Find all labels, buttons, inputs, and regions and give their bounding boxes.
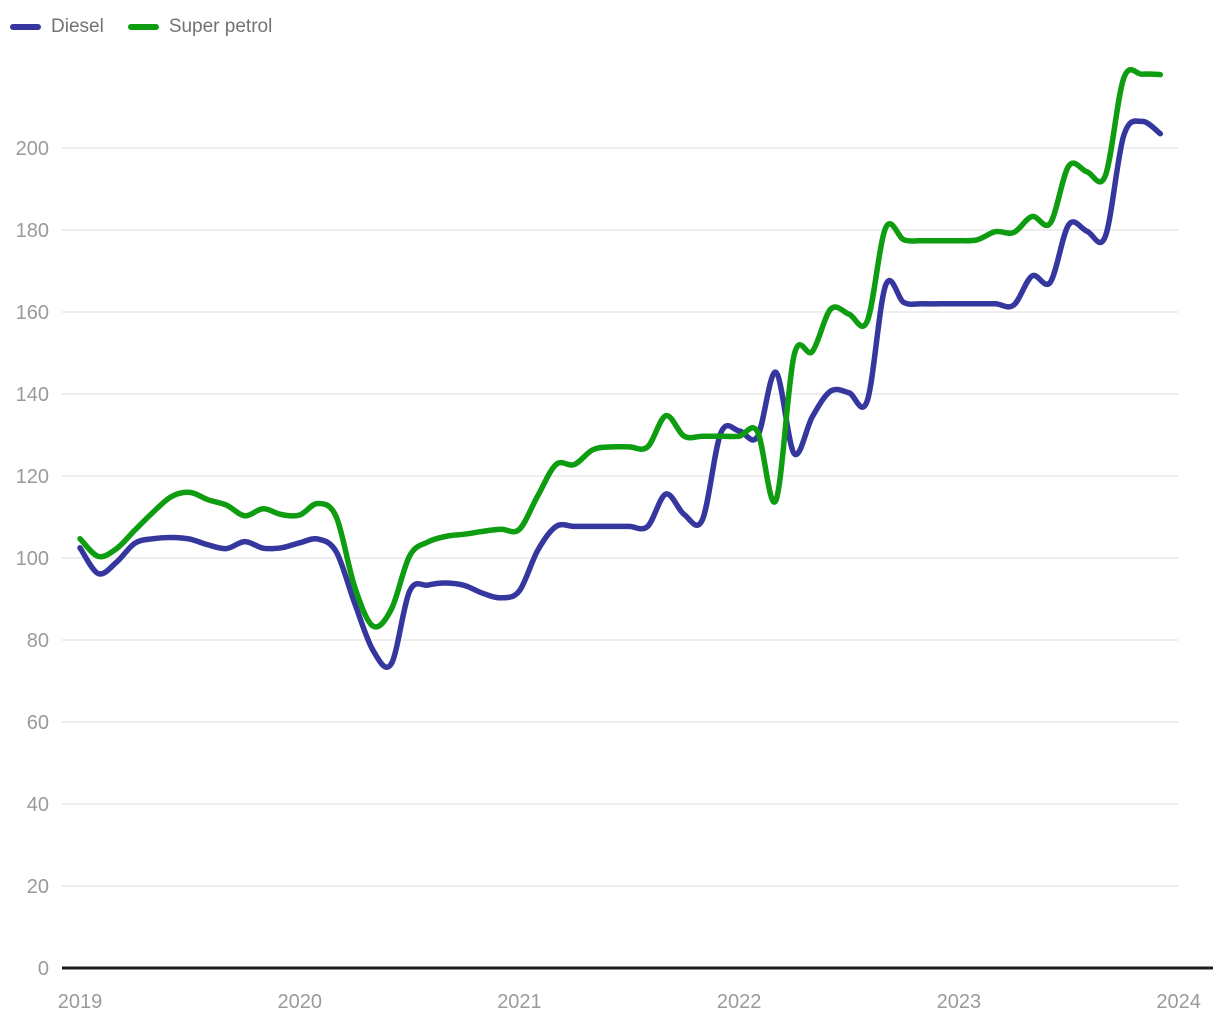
diesel-line [77, 118, 1164, 670]
x-tick-label-2020: 2020 [277, 991, 322, 1013]
x-tick-label-2024: 2024 [1156, 991, 1201, 1013]
y-tick-label-80: 80 [27, 630, 49, 652]
y-tick-label-120: 120 [16, 466, 49, 488]
legend: Diesel Super petrol [10, 17, 272, 36]
super-petrol-line [77, 67, 1164, 630]
y-tick-label-180: 180 [16, 220, 49, 242]
super-petrol-swatch [127, 23, 159, 30]
legend-label-super-petrol: Super petrol [168, 16, 273, 37]
y-tick-label-160: 160 [16, 302, 49, 324]
y-tick-label-60: 60 [27, 712, 49, 734]
x-tick-label-2021: 2021 [497, 991, 542, 1013]
y-tick-label-140: 140 [16, 384, 49, 406]
diesel-swatch [10, 23, 41, 30]
y-tick-label-0: 0 [38, 958, 49, 980]
legend-item-diesel: Diesel [10, 17, 104, 36]
y-axis-labels: 0 20 40 60 80 100 120 140 160 180 200 [16, 138, 49, 980]
y-tick-label-20: 20 [27, 876, 49, 898]
x-tick-label-2023: 2023 [937, 991, 982, 1013]
legend-item-super-petrol: Super petrol [127, 16, 273, 37]
y-tick-label-40: 40 [27, 794, 49, 816]
y-tick-label-100: 100 [16, 548, 49, 570]
legend-label-diesel: Diesel [51, 16, 104, 37]
x-tick-label-2022: 2022 [717, 991, 762, 1013]
x-tick-label-2019: 2019 [58, 991, 103, 1013]
x-axis-labels: 2019 2020 2021 2022 2023 2024 [58, 991, 1201, 1013]
gridlines [62, 147, 1178, 887]
y-tick-label-200: 200 [16, 138, 49, 160]
